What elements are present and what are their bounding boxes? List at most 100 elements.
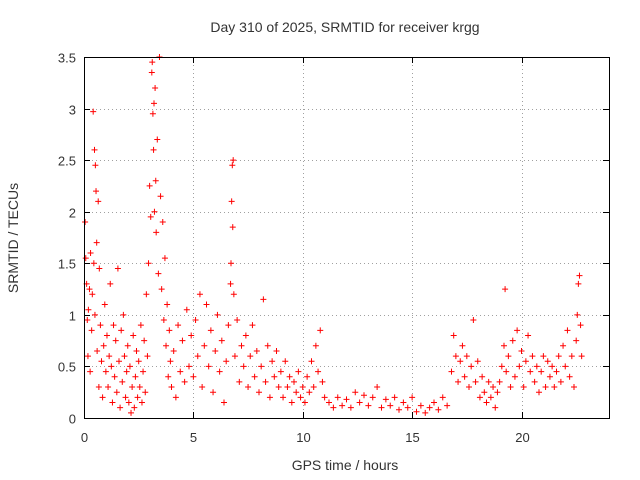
data-point [553,368,560,375]
data-point [102,368,109,375]
data-point [439,394,446,401]
data-point [199,384,206,391]
data-point [230,291,237,298]
data-point [566,373,573,380]
data-point [321,394,328,401]
data-point [330,404,337,411]
data-point [481,389,488,396]
data-point [91,146,98,153]
data-point [555,353,562,360]
data-point [103,332,110,339]
data-point [231,353,238,360]
data-point [374,384,381,391]
data-point [455,378,462,385]
data-point [503,368,510,375]
data-point [112,337,119,344]
y-tick-label: 2.5 [58,154,76,169]
data-point [245,384,252,391]
data-point [557,378,564,385]
data-point [136,384,143,391]
data-point [229,162,236,169]
data-point [119,378,126,385]
data-point [141,337,148,344]
data-point [240,363,247,370]
data-points-layer [82,54,585,416]
data-point [192,317,199,324]
data-point [88,327,95,334]
data-point [145,260,152,267]
x-axis-label: GPS time / hours [292,457,399,473]
data-point [249,322,256,329]
y-tick-label: 0 [69,412,76,427]
data-point [120,311,127,318]
data-point [551,384,558,391]
data-point [448,368,455,375]
data-point [273,347,280,354]
data-point [505,353,512,360]
x-tick-label: 10 [296,430,310,445]
data-point [400,399,407,406]
data-point [205,363,212,370]
data-point [207,327,214,334]
data-point [511,373,518,380]
data-point [282,358,289,365]
data-point [396,406,402,413]
data-point [134,394,141,401]
data-point [391,394,398,401]
grid-layer [84,57,609,418]
data-point [501,342,507,349]
data-point [492,404,499,411]
data-point [507,384,514,391]
data-point [308,358,315,365]
data-point [284,384,291,391]
data-point [544,358,551,365]
data-point [352,389,359,396]
data-point [404,404,411,411]
data-point [158,286,165,293]
data-point [310,384,317,391]
data-point [409,394,416,401]
x-tick-label: 20 [515,430,529,445]
data-point [568,353,575,360]
data-point [516,363,523,370]
data-point [564,327,571,334]
data-point [225,322,232,329]
data-point [137,322,144,329]
data-point [339,402,346,409]
data-point [260,296,267,303]
data-point [382,396,389,403]
data-point [474,358,481,365]
data-point [99,394,106,401]
data-point [560,342,567,349]
data-point [258,363,265,370]
data-point [216,368,223,375]
data-point [153,229,160,236]
data-point [304,373,311,380]
data-point [93,188,100,195]
data-point [531,378,538,385]
data-point [125,399,132,406]
data-point [110,322,117,329]
data-point [107,280,114,287]
data-point [242,332,249,339]
data-point [132,373,139,380]
data-point [118,327,125,334]
data-point [131,404,138,411]
y-axis-label: SRMTID / TECUs [5,183,21,293]
data-point [236,378,243,385]
data-point [140,368,147,375]
data-point [538,368,545,375]
data-point [573,337,580,344]
data-point [253,347,260,354]
data-point [151,100,157,107]
data-point [86,286,93,293]
data-point [431,399,437,406]
data-point [108,363,115,370]
data-point [84,353,91,360]
data-point [483,399,490,406]
data-point [101,301,108,308]
data-point [121,353,128,360]
data-point [143,291,150,298]
data-point [117,404,124,411]
data-point [378,404,385,411]
